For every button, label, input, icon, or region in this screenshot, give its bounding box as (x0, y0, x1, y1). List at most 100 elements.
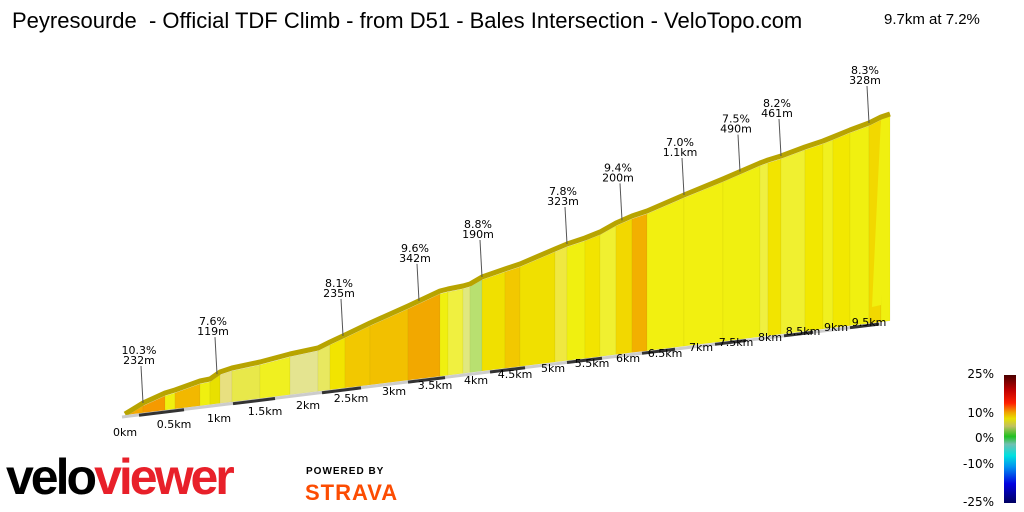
profile-end-face (872, 113, 890, 307)
segment-length-label: 1.1km (663, 146, 698, 159)
segment-length-label: 232m (123, 354, 155, 367)
gradient-segment (832, 132, 851, 329)
annotation-leader (214, 337, 218, 375)
km-bar (641, 347, 676, 355)
legend-label: 0% (974, 431, 994, 445)
annotation-leader (866, 85, 870, 124)
segment-length-label: 190m (462, 228, 494, 241)
segment-length-label: 119m (197, 325, 229, 338)
legend-label: -10% (962, 457, 994, 471)
km-bar (138, 408, 185, 417)
legend-label: -25% (962, 495, 994, 509)
gradient-segment (317, 344, 331, 392)
km-tick-label: 3km (382, 385, 406, 398)
km-bar (321, 386, 362, 395)
gradient-segment (759, 162, 769, 338)
segment-gradient-label: 8.8% (464, 218, 492, 231)
segment-gradient-label: 7.8% (549, 185, 577, 198)
km-bar (783, 330, 814, 338)
km-tick-label: 4.5km (498, 368, 533, 381)
gradient-segment (469, 279, 483, 373)
gradient-segment (447, 288, 464, 376)
annotation-leader (737, 134, 741, 172)
km-tick-label: 1.5km (248, 405, 283, 418)
km-tick-label: 7km (689, 341, 713, 354)
gradient-segment (584, 234, 601, 359)
gradient-segment (822, 139, 834, 330)
km-bar (714, 339, 747, 346)
gradient-segment (804, 143, 824, 332)
segment-gradient-label: 10.3% (122, 344, 157, 357)
km-tick-label: 9km (824, 321, 848, 334)
km-tick-label: 9.5km (852, 316, 887, 329)
km-tick-label: 8km (758, 331, 782, 344)
segment-length-label: 342m (399, 252, 431, 265)
logo-text: viewer (94, 449, 235, 505)
km-bar (849, 322, 880, 330)
annotation-leader (564, 206, 568, 245)
km-tick-label: 0km (113, 426, 137, 439)
gradient-segment (219, 370, 233, 404)
gradient-segment (722, 165, 761, 342)
km-tick-label: 6km (616, 352, 640, 365)
gradient-segment (566, 240, 586, 361)
segment-gradient-label: 7.6% (199, 315, 227, 328)
powered-by-label: POWERED BY (306, 466, 385, 477)
gradient-color-legend (1004, 375, 1016, 503)
km-tick-label: 0.5km (157, 418, 192, 431)
gradient-segment (329, 337, 346, 391)
km-tick-label: 1km (207, 412, 231, 425)
km-bar (566, 356, 603, 365)
legend-label: 25% (967, 367, 994, 381)
segment-length-label: 328m (849, 74, 881, 87)
gradient-segment (780, 149, 806, 335)
gradient-segment (481, 271, 506, 372)
annotation-leader (681, 157, 685, 196)
gradient-segment (554, 246, 568, 363)
segment-length-label: 235m (323, 287, 355, 300)
gradient-segment (683, 181, 724, 347)
strava-logo[interactable]: STRAVA (305, 480, 399, 505)
profile-top-edge (123, 111, 891, 417)
annotation-leader (416, 263, 420, 301)
segment-gradient-label: 8.3% (851, 64, 879, 77)
segment-length-label: 200m (602, 171, 634, 184)
gradient-segment (289, 350, 319, 395)
gradient-segment (615, 218, 633, 355)
gradient-segment (504, 266, 521, 369)
chart-title: Peyresourde - Official TDF Climb - from … (12, 8, 803, 33)
gradient-segment (231, 364, 261, 403)
segment-length-label: 490m (720, 123, 752, 136)
segment-gradient-label: 9.6% (401, 242, 429, 255)
legend-label: 10% (967, 406, 994, 420)
km-tick-label: 2.5km (334, 392, 369, 405)
climb-summary: 9.7km at 7.2% (884, 11, 980, 28)
gradient-segment (519, 251, 556, 367)
segment-gradient-label: 8.2% (763, 97, 791, 110)
km-tick-label: 5km (541, 362, 565, 375)
km-tick-label: 4km (464, 374, 488, 387)
km-tick-label: 7.5km (719, 336, 754, 349)
segment-gradient-label: 9.4% (604, 161, 632, 174)
gradient-segment (407, 293, 441, 381)
annotation-leader (778, 118, 782, 157)
km-bar (232, 397, 276, 406)
km-tick-label: 8.5km (786, 325, 821, 338)
km-bar (407, 376, 446, 384)
annotation-leader (340, 298, 344, 336)
annotation-leader (479, 239, 483, 278)
segment-length-label: 323m (547, 195, 579, 208)
gradient-segment (849, 125, 870, 326)
gradient-segment (599, 225, 617, 357)
km-tick-label: 2km (296, 399, 320, 412)
annotation-leader (140, 365, 144, 404)
km-tick-label: 3.5km (418, 379, 453, 392)
gradient-segment (199, 381, 211, 407)
gradient-segment (439, 291, 449, 377)
segment-gradient-label: 8.1% (325, 277, 353, 290)
km-tick-label: 5.5km (575, 357, 610, 370)
segment-gradient-label: 7.5% (722, 113, 750, 126)
veloviewer-logo[interactable]: veloviewer (6, 449, 235, 505)
annotation-leader (619, 183, 623, 221)
